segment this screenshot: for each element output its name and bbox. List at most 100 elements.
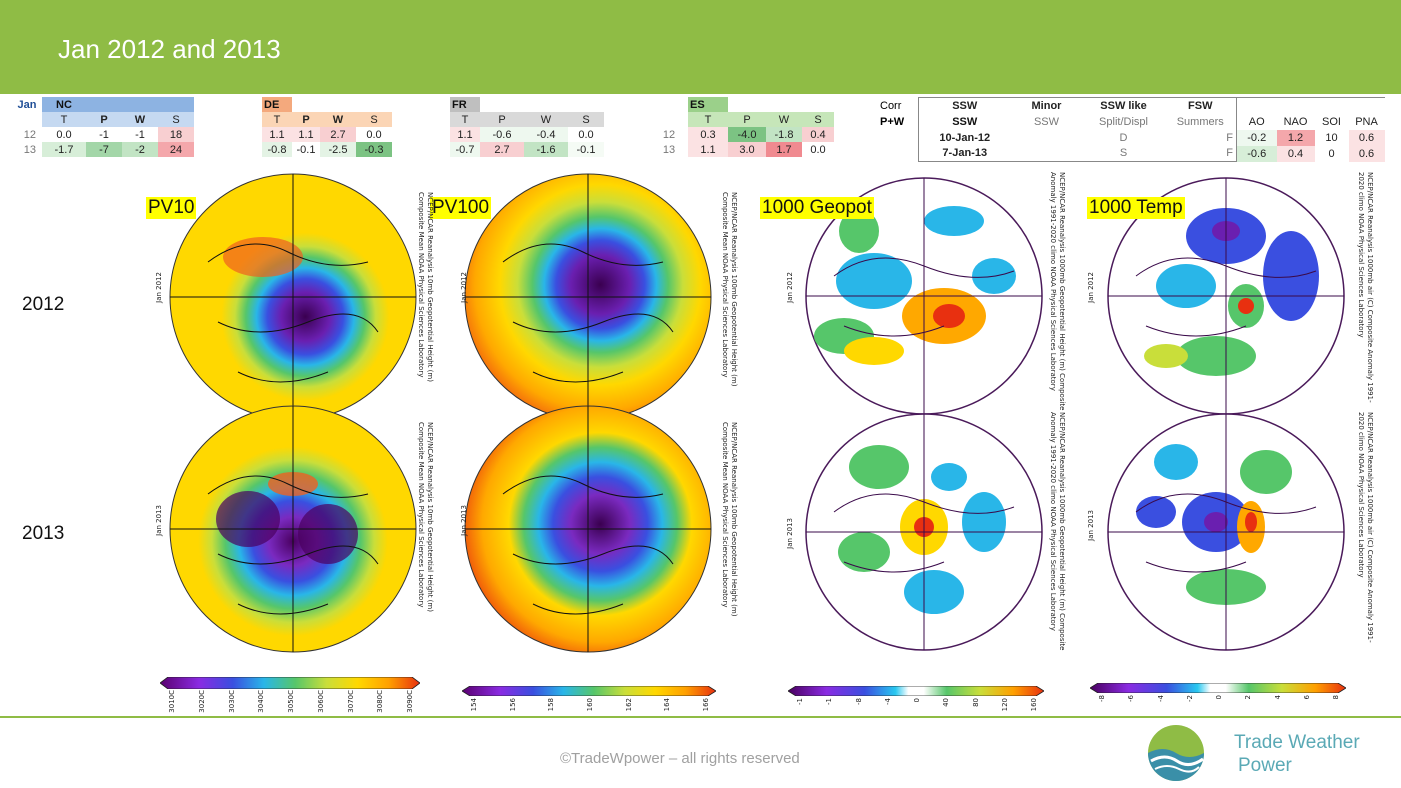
cell: 0.4 xyxy=(802,127,834,142)
caption-pv10-2013: NCEP/NCAR Reanalysis 10mb Geopotential H… xyxy=(417,422,434,612)
corr-line1: Corr xyxy=(880,100,902,112)
row-label: 13 xyxy=(662,143,676,156)
corr-label: Corr P+W xyxy=(880,98,904,130)
col-header: S xyxy=(802,112,834,127)
cell: -2 xyxy=(122,142,158,157)
pv10-2013-map xyxy=(169,405,417,653)
caption-pv100-2013: NCEP/NCAR Reanalysis 100mb Geopotential … xyxy=(721,422,738,617)
map-year-label: Jan 2013 xyxy=(460,505,468,536)
pv10-2012-map xyxy=(169,173,417,421)
col-header: W xyxy=(122,112,158,127)
nc-table: Jan NC T P W S 12 0.0 -1 -1 18 13 -1.7 -… xyxy=(12,97,194,157)
col-header: W xyxy=(766,112,802,127)
colorbar-tick-label: 166 xyxy=(702,698,710,712)
caption-pv100-2012: NCEP/NCAR Reanalysis 100mb Geopotential … xyxy=(721,192,738,387)
col-header: P xyxy=(86,112,122,127)
cell: 1.7 xyxy=(766,142,802,157)
colorbar-tick-label: 164 xyxy=(663,698,672,712)
table-name: NC xyxy=(42,97,86,112)
map-year-label: Jan 2013 xyxy=(155,505,163,536)
table-name: FR xyxy=(450,97,480,112)
colorbar-tick-label: 3040C xyxy=(257,690,266,713)
year-label-2013: 2013 xyxy=(22,523,65,544)
col-header: P xyxy=(480,112,524,127)
colorbar-tick-label: 160 xyxy=(1030,698,1038,712)
copyright-text: ©TradeWpower – all rights reserved xyxy=(560,750,800,767)
map-year-label: Jan 2012 xyxy=(786,272,794,303)
colorbar-tick-label: -6 xyxy=(1127,695,1136,702)
cell: -1 xyxy=(86,127,122,142)
ssw-sub: SSW xyxy=(918,113,1011,130)
row-label: 12 xyxy=(23,128,36,141)
colorbar-temp xyxy=(1090,683,1346,693)
cell: 0.0 xyxy=(356,127,392,142)
cell: -0.2 xyxy=(1236,129,1277,146)
cell: -0.7 xyxy=(450,142,480,157)
cell: 0.0 xyxy=(802,142,834,157)
ssw-sub: PNA xyxy=(1355,115,1378,128)
colorbar-tick-label: 3060C xyxy=(316,690,325,713)
cell: -7 xyxy=(86,142,122,157)
cell: D xyxy=(1119,131,1128,144)
panel-label-pv100: PV100 xyxy=(430,197,492,219)
colorbar-tick-label: -4 xyxy=(883,698,892,705)
colorbar-tick-label: 0 xyxy=(1215,695,1223,700)
brand-line1: Trade Weather xyxy=(1234,732,1360,753)
ssw-sub: AO xyxy=(1236,113,1277,130)
colorbar-tick-label: 6 xyxy=(1302,695,1311,700)
cell: S xyxy=(1082,145,1165,162)
temp-2012-map xyxy=(1107,177,1345,415)
panel-label-pv10: PV10 xyxy=(146,197,197,219)
pv100-2012-map xyxy=(464,173,712,421)
colorbar-tick-label: 2 xyxy=(1244,695,1253,700)
cell xyxy=(1010,145,1083,162)
cell: 1.1 xyxy=(450,127,480,142)
colorbar-tick-label: 40 xyxy=(942,698,951,707)
brand-name: Trade Weather Power xyxy=(1234,731,1360,777)
ssw-sub: SSW xyxy=(1033,115,1060,128)
colorbar-tick-label: 3080C xyxy=(376,690,385,713)
de-table: DE T P W S 1.1 1.1 2.7 0.0 -0.8 -0.1 -2.… xyxy=(262,97,392,157)
es-table: ES T P W S 12 0.3 -4.0 -1.8 0.4 13 1.1 3… xyxy=(650,97,834,157)
ssw-sub: Summers xyxy=(1176,115,1224,128)
colorbar-tick-label: -2 xyxy=(1185,695,1194,702)
ssw-date: 7-Jan-13 xyxy=(918,145,1011,162)
cell: -1.7 xyxy=(42,142,86,157)
cell: -2.5 xyxy=(320,142,356,157)
cell: 0 xyxy=(1328,147,1335,160)
colorbar-tick-label: 3020C xyxy=(197,690,206,713)
cell: F xyxy=(1226,131,1233,144)
colorbar-tick-label: -4 xyxy=(1156,695,1165,702)
colorbar-tick-label: 154 xyxy=(470,698,478,712)
row-label: 13 xyxy=(23,143,36,156)
ssw-sub: NAO xyxy=(1283,115,1308,128)
cell: 10 xyxy=(1325,131,1338,144)
colorbar-tick-label: 0 xyxy=(913,698,921,703)
colorbar-tick-label: 4 xyxy=(1273,695,1282,700)
cell: 24 xyxy=(158,142,194,157)
ssw-head: FSW xyxy=(1164,97,1237,114)
cell: -0.1 xyxy=(568,142,604,157)
table-name: ES xyxy=(688,97,728,112)
brand-line2: Power xyxy=(1238,755,1292,776)
colorbar-tick-label: 3070C xyxy=(346,690,355,713)
colorbar-tick-label: 3010C xyxy=(168,690,176,713)
year-label-2012: 2012 xyxy=(22,294,65,315)
colorbar-tick-label: 120 xyxy=(1000,698,1009,712)
cell: 1.1 xyxy=(688,142,728,157)
colorbar-pv100 xyxy=(462,686,716,696)
header-bar: Jan 2012 and 2013 xyxy=(0,0,1401,94)
map-year-label: Jan 2012 xyxy=(460,272,468,303)
cell: -1.8 xyxy=(766,127,802,142)
col-header: T xyxy=(688,112,728,127)
ssw-date: 10-Jan-12 xyxy=(918,129,1011,146)
col-header: T xyxy=(262,112,292,127)
caption-temp-2012: NCEP/NCAR Reanalysis 1000mb air (C) Comp… xyxy=(1357,172,1374,403)
colorbar-tick-label: 8 xyxy=(1332,695,1340,700)
cell: 18 xyxy=(158,127,194,142)
colorbar-tick-label: -8 xyxy=(854,698,863,705)
cell: -0.6 xyxy=(480,127,524,142)
cell: 0.0 xyxy=(42,127,86,142)
cell: 2.7 xyxy=(320,127,356,142)
col-header: W xyxy=(524,112,568,127)
